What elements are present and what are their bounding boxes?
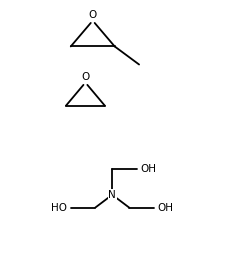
Text: OH: OH	[157, 203, 173, 213]
Text: HO: HO	[51, 203, 67, 213]
Text: OH: OH	[140, 164, 156, 174]
Text: O: O	[81, 72, 90, 82]
Text: N: N	[108, 190, 116, 200]
Text: O: O	[89, 10, 97, 20]
